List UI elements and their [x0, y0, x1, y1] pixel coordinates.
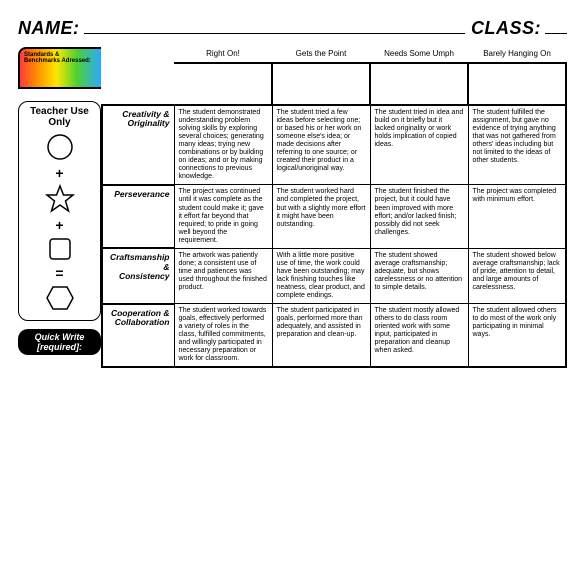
- rubric-cell: With a little more positive use of time,…: [272, 248, 370, 303]
- plus-icon: +: [55, 218, 63, 232]
- gradient-row-cell: [370, 63, 468, 105]
- rubric-cell: The project was completed with minimum e…: [468, 185, 566, 248]
- rubric-cell: The project was continued until it was c…: [174, 185, 272, 248]
- hexagon-icon: [45, 284, 75, 312]
- quickwrite-label: Quick Write [required]:: [18, 329, 101, 355]
- gradient-row-cell: [272, 63, 370, 105]
- standards-label: Standards & Benchmarks Adressed:: [24, 52, 97, 64]
- row-label: Cooperation &Collaboration: [102, 304, 174, 368]
- name-input-line[interactable]: [84, 20, 466, 34]
- rubric-cell: The student participated in goals, perfo…: [272, 304, 370, 368]
- rubric-table: Right On! Gets the Point Needs Some Umph…: [101, 47, 567, 368]
- teacher-title: Teacher Use Only: [21, 106, 98, 128]
- circle-icon: [45, 132, 75, 162]
- rubric-cell: The student finished the project, but it…: [370, 185, 468, 248]
- rubric-cell: The artwork was patiently done; a consis…: [174, 248, 272, 303]
- row-label: Perseverance: [102, 185, 174, 248]
- class-label: CLASS:: [471, 18, 541, 39]
- standards-gradient-box: Standards & Benchmarks Adressed:: [18, 47, 101, 89]
- column-header: Needs Some Umph: [370, 47, 468, 63]
- column-header: Right On!: [174, 47, 272, 63]
- equals-icon: =: [55, 266, 63, 280]
- name-label: NAME:: [18, 18, 80, 39]
- class-input-line[interactable]: [545, 20, 567, 34]
- row-label: Creativity &Originality: [102, 105, 174, 185]
- rubric-cell: The student showed below average craftsm…: [468, 248, 566, 303]
- square-icon: [47, 236, 73, 262]
- rubric-cell: The student tried in idea and build on i…: [370, 105, 468, 185]
- rubric-cell: The student worked hard and completed th…: [272, 185, 370, 248]
- rubric-cell: The student worked towards goals, effect…: [174, 304, 272, 368]
- column-header: Gets the Point: [272, 47, 370, 63]
- teacher-use-only-box: Teacher Use Only + + =: [18, 101, 101, 321]
- rubric-cell: The student allowed others to do most of…: [468, 304, 566, 368]
- star-icon: [45, 184, 75, 214]
- rubric-cell: The student tried a few ideas before sel…: [272, 105, 370, 185]
- column-header: Barely Hanging On: [468, 47, 566, 63]
- rubric-cell: The student mostly allowed others to do …: [370, 304, 468, 368]
- rubric-cell: The student demonstrated understanding p…: [174, 105, 272, 185]
- gradient-row-cell: [174, 63, 272, 105]
- rubric-cell: The student showed average craftsmanship…: [370, 248, 468, 303]
- plus-icon: +: [55, 166, 63, 180]
- row-label: Craftsmanship &Consistency: [102, 248, 174, 303]
- header-row: NAME: CLASS:: [18, 18, 567, 39]
- gradient-row-cell: [468, 63, 566, 105]
- rubric-cell: The student fulfilled the assignment, bu…: [468, 105, 566, 185]
